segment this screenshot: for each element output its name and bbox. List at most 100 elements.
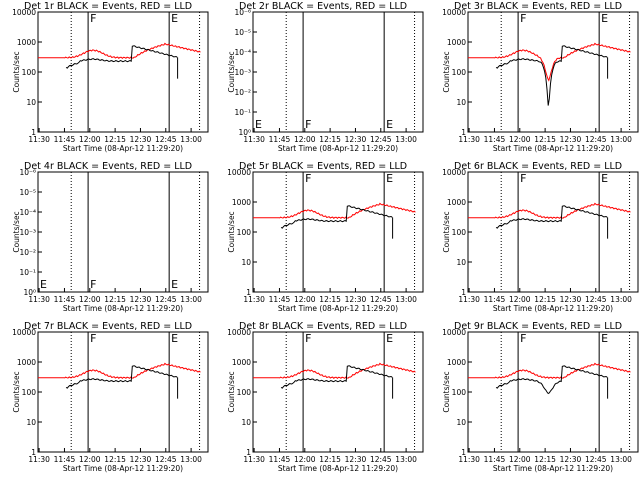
y-tick-label: 10⁻¹ — [234, 108, 251, 117]
x-tick-label: 12:30 — [560, 135, 582, 144]
x-tick-label: 11:45 — [484, 135, 506, 144]
x-tick-label: 12:45 — [155, 455, 177, 464]
x-tick-label: 12:15 — [104, 455, 126, 464]
x-tick-label: 12:45 — [370, 135, 392, 144]
detector-panel-3: Det 3r BLACK = Events, RED = LLD 1 10 100 10… — [442, 1, 639, 153]
panel-title: Det 4r BLACK = Events, RED = LLD — [24, 161, 192, 172]
marker-label: E — [171, 278, 178, 291]
y-tick-label: 10000 — [12, 8, 36, 17]
x-axis-label: Start Time (08-Apr-12 11:29:20) — [63, 304, 183, 313]
marker-label: E — [255, 118, 262, 131]
x-tick-label: 12:45 — [585, 455, 607, 464]
x-tick-label: 12:00 — [294, 295, 316, 304]
x-tick-label: 12:45 — [155, 135, 177, 144]
panel-title: Det 1r BLACK = Events, RED = LLD — [24, 1, 192, 12]
x-tick-label: 11:45 — [484, 295, 506, 304]
y-tick-label: 1000 — [447, 198, 466, 207]
detector-panel-5: Det 5r BLACK = Events, RED = LLD 1 10 100 10… — [227, 161, 424, 313]
x-tick-label: 11:30 — [458, 455, 480, 464]
x-tick-label: 12:15 — [534, 455, 556, 464]
y-tick-label: 1 — [31, 448, 36, 457]
panel-title: Det 7r BLACK = Events, RED = LLD — [24, 321, 192, 332]
y-axis-label: Counts/sec — [12, 51, 21, 92]
events-series-line — [65, 45, 178, 69]
y-axis-label: Counts/sec — [227, 371, 236, 412]
y-tick-label: 10000 — [12, 328, 36, 337]
y-tick-label: 1000 — [17, 358, 36, 367]
marker-label: E — [171, 332, 178, 345]
y-axis-label: Counts/sec — [12, 371, 21, 412]
x-tick-label: 12:30 — [345, 455, 367, 464]
y-axis-label: Counts/sec — [227, 51, 236, 92]
y-tick-label: 10 — [456, 258, 466, 267]
x-tick-label: 13:00 — [395, 135, 417, 144]
y-tick-label: 10⁻¹ — [19, 268, 36, 277]
y-tick-label: 10 — [241, 258, 251, 267]
x-tick-label: 12:45 — [370, 455, 392, 464]
x-tick-label: 12:15 — [319, 295, 341, 304]
x-tick-label: 13:00 — [610, 135, 632, 144]
y-tick-label: 10000 — [442, 168, 466, 177]
marker-label: E — [601, 332, 608, 345]
y-tick-label: 1000 — [447, 358, 466, 367]
x-tick-label: 12:30 — [345, 295, 367, 304]
y-tick-label: 100 — [237, 388, 252, 397]
y-tick-label: 10⁻⁴ — [19, 208, 36, 217]
plot-frame — [467, 331, 639, 453]
x-tick-label: 11:30 — [243, 135, 265, 144]
y-tick-label: 1000 — [17, 38, 36, 47]
y-tick-label: 10 — [26, 418, 36, 427]
marker-label: F — [305, 118, 311, 131]
marker-label: E — [601, 12, 608, 25]
y-tick-label: 100 — [22, 68, 37, 77]
panel-title: Det 9r BLACK = Events, RED = LLD — [454, 321, 622, 332]
x-tick-label: 12:45 — [370, 295, 392, 304]
detector-panel-1: Det 1r BLACK = Events, RED = LLD 1 10 100 10… — [12, 1, 209, 153]
y-tick-label: 10⁻³ — [234, 68, 251, 77]
x-tick-label: 13:00 — [180, 295, 202, 304]
detector-panel-6: Det 6r BLACK = Events, RED = LLD 1 10 100 10… — [442, 161, 639, 313]
y-tick-label: 10⁻⁶ — [234, 8, 251, 17]
y-tick-label: 10⁻⁵ — [234, 28, 251, 37]
marker-label: E — [40, 278, 47, 291]
plot-frame — [37, 11, 209, 133]
events-series-line — [65, 365, 178, 389]
detector-panel-8: Det 8r BLACK = Events, RED = LLD 1 10 100 10… — [227, 321, 424, 473]
y-tick-label: 1 — [246, 288, 251, 297]
x-tick-label: 12:00 — [79, 455, 101, 464]
x-tick-label: 13:00 — [610, 455, 632, 464]
y-tick-label: 10⁻⁴ — [234, 48, 251, 57]
marker-label: F — [90, 12, 96, 25]
x-tick-label: 12:15 — [104, 135, 126, 144]
y-axis-label: Counts/sec — [227, 211, 236, 252]
x-tick-label: 13:00 — [180, 455, 202, 464]
x-axis-label: Start Time (08-Apr-12 11:29:20) — [63, 144, 183, 153]
x-axis-label: Start Time (08-Apr-12 11:29:20) — [493, 464, 613, 473]
x-tick-label: 12:00 — [509, 135, 531, 144]
x-tick-label: 13:00 — [395, 295, 417, 304]
x-tick-label: 12:15 — [319, 135, 341, 144]
lld-series-line — [64, 42, 201, 59]
detector-panel-4: Det 4r BLACK = Events, RED = LLD 10⁰ 10⁻¹ 1… — [12, 161, 209, 313]
x-tick-label: 13:00 — [395, 455, 417, 464]
marker-label: F — [90, 332, 96, 345]
y-tick-label: 100 — [237, 228, 252, 237]
x-tick-label: 12:00 — [509, 455, 531, 464]
y-axis-label: Counts/sec — [12, 211, 21, 252]
x-tick-label: 11:45 — [54, 135, 76, 144]
marker-label: E — [171, 12, 178, 25]
x-tick-label: 12:30 — [560, 295, 582, 304]
events-series-line — [495, 205, 608, 229]
x-tick-label: 11:45 — [269, 135, 291, 144]
x-tick-label: 13:00 — [180, 135, 202, 144]
x-tick-label: 12:45 — [585, 295, 607, 304]
x-tick-label: 11:30 — [28, 455, 50, 464]
y-tick-label: 1000 — [232, 198, 251, 207]
y-tick-label: 1000 — [447, 38, 466, 47]
x-axis-label: Start Time (08-Apr-12 11:29:20) — [278, 144, 398, 153]
y-tick-label: 10⁰ — [23, 288, 36, 297]
panel-title: Det 5r BLACK = Events, RED = LLD — [239, 161, 407, 172]
x-axis-label: Start Time (08-Apr-12 11:29:20) — [493, 304, 613, 313]
x-tick-label: 11:30 — [458, 295, 480, 304]
x-tick-label: 11:45 — [269, 295, 291, 304]
